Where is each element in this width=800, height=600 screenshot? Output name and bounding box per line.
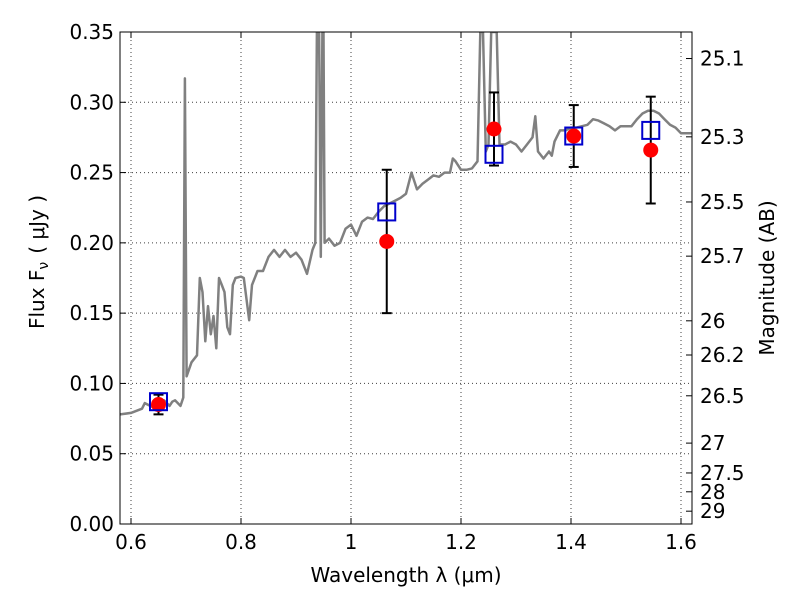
grid [120, 31, 692, 525]
y-tick-label: 0.00 [69, 512, 114, 536]
model-point [149, 392, 168, 412]
right-tick-label: 27.5 [700, 461, 745, 485]
y-tick-label: 0.05 [69, 442, 114, 466]
y-axis-title-main: Flux F [25, 270, 49, 329]
observed-point [566, 128, 582, 144]
y-axis-title-sub: ν [36, 262, 52, 270]
ticks: 0.6 0.8 1 1.2 1.4 1.6 0.00 0.05 0.10 0.15 0.20 0.25… [69, 20, 744, 554]
spectrum-layer [120, 32, 692, 416]
y-tick-label: 0.35 [69, 20, 114, 44]
plot-frame [119, 31, 693, 525]
model-point [484, 144, 504, 164]
observed-point [486, 121, 502, 137]
model-point [377, 202, 397, 222]
y-tick-label: 0.25 [69, 161, 114, 185]
y-axis-title: Flux Fν ( μJy ) [25, 195, 52, 329]
x-tick-label: 0.8 [225, 530, 257, 554]
right-tick-label: 26.2 [700, 343, 745, 367]
right-tick-label: 26.5 [700, 384, 745, 408]
points-layer [149, 91, 661, 416]
right-axis-title: Magnitude (AB) [755, 200, 779, 355]
x-axis-title: Wavelength λ (μm) [310, 563, 501, 587]
y-tick-label: 0.20 [69, 231, 114, 255]
right-tick-label: 27 [700, 431, 725, 455]
observed-point [643, 142, 659, 158]
y-axis-title-unit: ( μJy ) [25, 195, 49, 254]
x-tick-label: 1 [345, 530, 358, 554]
x-tick-label: 0.6 [115, 530, 147, 554]
right-axis-title-text: Magnitude (AB) [755, 200, 779, 355]
x-tick-label: 1.6 [665, 530, 697, 554]
y-tick-label: 0.10 [69, 371, 114, 395]
right-tick-label: 29 [700, 499, 725, 523]
x-tick-label: 1.2 [445, 530, 477, 554]
y-tick-label: 0.15 [69, 301, 114, 325]
y-tick-label: 0.30 [69, 90, 114, 114]
model-point [564, 126, 584, 146]
right-tick-label: 28 [700, 480, 725, 504]
x-tick-label: 1.4 [555, 530, 587, 554]
right-tick-label: 25.7 [700, 244, 745, 268]
right-tick-label: 25.5 [700, 190, 745, 214]
right-tick-label: 25.3 [700, 125, 745, 149]
x-axis-title-text: Wavelength λ (μm) [310, 563, 501, 587]
spectrum-line [120, 32, 692, 416]
observed-point [151, 397, 166, 413]
right-tick-label: 26 [700, 309, 725, 333]
right-tick-label: 25.1 [700, 47, 745, 71]
model-point [641, 120, 661, 140]
observed-point [379, 233, 395, 249]
